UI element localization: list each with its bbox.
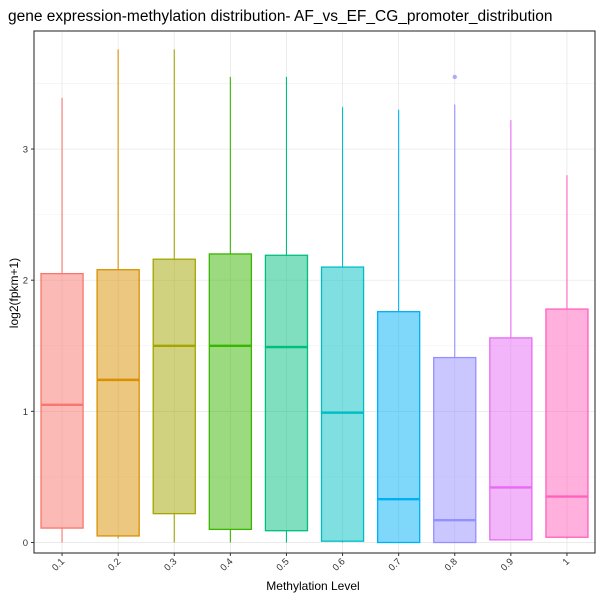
- box-body: [489, 337, 533, 541]
- box-body: [152, 258, 196, 515]
- chart-title: gene expression-methylation distribution…: [8, 8, 553, 25]
- panel-border: [33, 30, 596, 554]
- y-tick-label: 2: [23, 276, 28, 287]
- box-body: [264, 254, 309, 532]
- box-0.2: [96, 49, 140, 539]
- x-tick-label: 0.1: [50, 556, 67, 573]
- box-0.1: [40, 97, 84, 543]
- x-tick-label: 0.5: [274, 556, 291, 573]
- box-body: [545, 308, 589, 538]
- x-tick-label: 1: [561, 556, 573, 568]
- box-body: [208, 253, 253, 531]
- x-tick-label: 0.7: [387, 556, 404, 573]
- x-tick-label: 0.2: [106, 556, 123, 573]
- box-0.5: [264, 76, 309, 543]
- box-group: [40, 49, 589, 544]
- box-body: [96, 269, 140, 537]
- box-body: [376, 311, 421, 544]
- x-tick-label: 0.3: [162, 556, 179, 573]
- x-tick-label: 0.4: [218, 556, 235, 573]
- outlier-point: [452, 74, 457, 80]
- x-axis-title: Methylation Level: [266, 579, 359, 593]
- box-body: [40, 272, 84, 529]
- box-0.8: [433, 74, 477, 544]
- box-0.9: [489, 120, 533, 541]
- y-tick-label: 3: [23, 145, 28, 156]
- box-0.7: [376, 109, 421, 544]
- x-tick-label: 0.9: [499, 556, 516, 573]
- x-tick-label: 0.8: [443, 556, 460, 573]
- box-0.4: [208, 76, 253, 543]
- box-0.3: [152, 49, 196, 543]
- y-tick-label: 0: [23, 538, 28, 549]
- x-tick-label: 0.6: [331, 556, 348, 573]
- box-body: [320, 266, 365, 542]
- box-1: [545, 175, 589, 539]
- y-axis-title: log2(fpkm+1): [7, 258, 21, 328]
- box-0.6: [320, 107, 365, 543]
- box-body: [433, 356, 477, 544]
- y-tick-label: 1: [23, 407, 28, 418]
